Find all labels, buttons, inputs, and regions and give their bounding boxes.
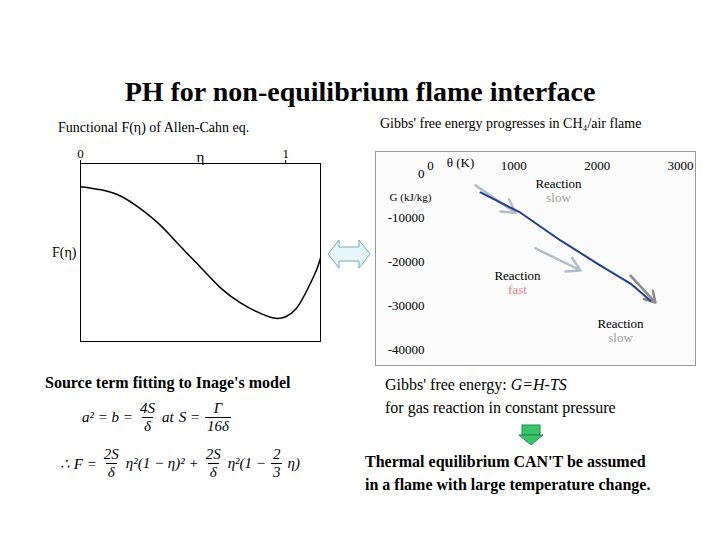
html-text:Γ: Γ	[213, 400, 223, 416]
html-text:for gas reaction in constant p: for gas reaction in constant pressure	[385, 399, 616, 416]
svg-text:F(η): F(η)	[52, 245, 77, 261]
html-text:η): η)	[287, 455, 300, 471]
html-text:3: 3	[273, 464, 281, 480]
html-text:2: 2	[273, 446, 281, 462]
html-text:at S =: at S =	[162, 409, 200, 425]
svg-text:2000: 2000	[584, 158, 610, 173]
svg-text:0: 0	[77, 146, 84, 161]
svg-text:1000: 1000	[501, 158, 527, 173]
html-text:Functional F(η) of Allen-Cahn: Functional F(η) of Allen-Cahn eq.	[58, 120, 250, 135]
svg-text:θ (K): θ (K)	[447, 155, 475, 170]
svg-text:-20000: -20000	[388, 254, 425, 269]
html-text:2S: 2S	[205, 446, 221, 462]
html-text:Thermal equilibrium CAN'T be a: Thermal equilibrium CAN'T be assumed	[365, 453, 646, 470]
svg-text:slow: slow	[608, 330, 633, 345]
html-text:∴ F =: ∴ F =	[60, 455, 97, 472]
html-text:δ: δ	[209, 464, 217, 480]
svg-text:G (kJ/kg): G (kJ/kg)	[390, 191, 432, 204]
svg-text:fast: fast	[508, 282, 527, 297]
svg-text:-30000: -30000	[388, 298, 425, 313]
html-text:Gibbs' free energy: G=H-TS: Gibbs' free energy: G=H-TS	[385, 376, 567, 393]
svg-text:Reaction: Reaction	[494, 268, 541, 283]
svg-text:-40000: -40000	[388, 342, 425, 357]
svg-text:3000: 3000	[668, 158, 694, 173]
html-text:Gibbs' free energy progresses: Gibbs' free energy progresses in CH₄/air…	[380, 116, 642, 131]
html-text:η²(1 − η)² +: η²(1 − η)² +	[125, 455, 199, 471]
html-text:PH for non-equilibrium flame i: PH for non-equilibrium flame interface	[124, 76, 596, 107]
html-text:δ: δ	[107, 464, 115, 480]
svg-text:1: 1	[282, 146, 289, 161]
svg-text:Reaction: Reaction	[597, 316, 644, 331]
html-text:16δ: 16δ	[207, 418, 229, 434]
html-text:Source term fitting to Inage's: Source term fitting to Inage's model	[45, 374, 291, 391]
html-text:a² = b =: a² = b =	[82, 409, 133, 425]
html-text:η²(1 −: η²(1 −	[227, 455, 266, 471]
html-text:δ: δ	[144, 418, 151, 434]
svg-text:0: 0	[418, 166, 425, 181]
svg-text:Reaction: Reaction	[535, 176, 582, 191]
svg-text:0: 0	[427, 158, 434, 173]
html-text:in a flame with large temperat: in a flame with large temperature change…	[365, 476, 651, 493]
html-text:4S: 4S	[140, 400, 155, 416]
svg-text:η: η	[197, 149, 205, 165]
svg-text:-10000: -10000	[388, 210, 425, 225]
html-text:2S: 2S	[103, 446, 119, 462]
svg-text:slow: slow	[546, 190, 571, 205]
